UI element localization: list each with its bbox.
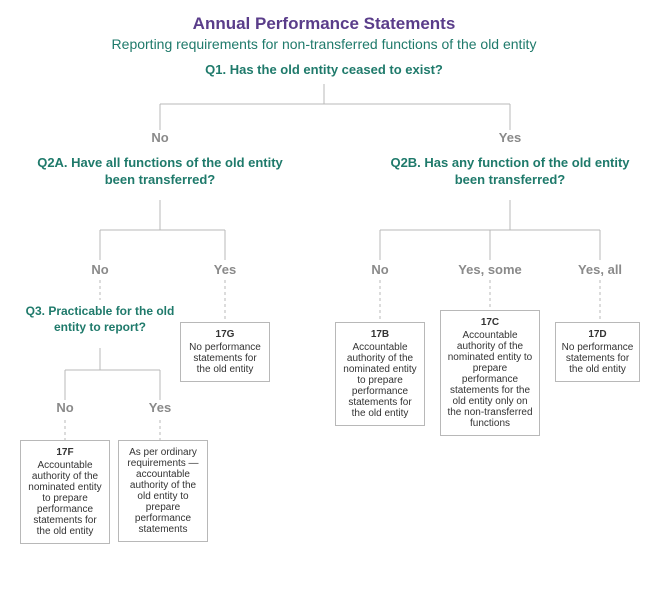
box-17b: 17B Accountable authority of the nominat… [335,322,425,426]
branch-q2a-yes: Yes [205,262,245,277]
branch-q2a-no: No [80,262,120,277]
box-17b-body: Accountable authority of the nominated e… [340,342,420,419]
box-ordinary-body: As per ordinary requirements — accountab… [123,447,203,535]
branch-q3-no: No [47,400,83,415]
box-17c-body: Accountable authority of the nominated e… [445,330,535,429]
page-subtitle: Reporting requirements for non-transferr… [0,36,648,52]
box-17c-title: 17C [445,317,535,328]
box-17b-title: 17B [340,329,420,340]
box-17d: 17D No performance statements for the ol… [555,322,640,382]
branch-q2b-some: Yes, some [455,262,525,277]
box-17d-title: 17D [560,329,635,340]
box-17f-title: 17F [25,447,105,458]
box-17g-body: No performance statements for the old en… [185,342,265,375]
branch-q3-yes: Yes [142,400,178,415]
box-17c: 17C Accountable authority of the nominat… [440,310,540,436]
question-q2b: Q2B. Has any function of the old entity … [380,155,640,189]
branch-q2b-no: No [360,262,400,277]
question-q2a: Q2A. Have all functions of the old entit… [30,155,290,189]
box-17f: 17F Accountable authority of the nominat… [20,440,110,544]
box-17g-title: 17G [185,329,265,340]
box-17f-body: Accountable authority of the nominated e… [25,460,105,537]
question-q3: Q3. Practicable for the old entity to re… [20,304,180,335]
box-ordinary: As per ordinary requirements — accountab… [118,440,208,542]
branch-q1-no: No [130,130,190,145]
page-title: Annual Performance Statements [0,14,648,34]
box-17g: 17G No performance statements for the ol… [180,322,270,382]
question-q1: Q1. Has the old entity ceased to exist? [0,62,648,77]
branch-q1-yes: Yes [480,130,540,145]
branch-q2b-all: Yes, all [575,262,625,277]
box-17d-body: No performance statements for the old en… [560,342,635,375]
